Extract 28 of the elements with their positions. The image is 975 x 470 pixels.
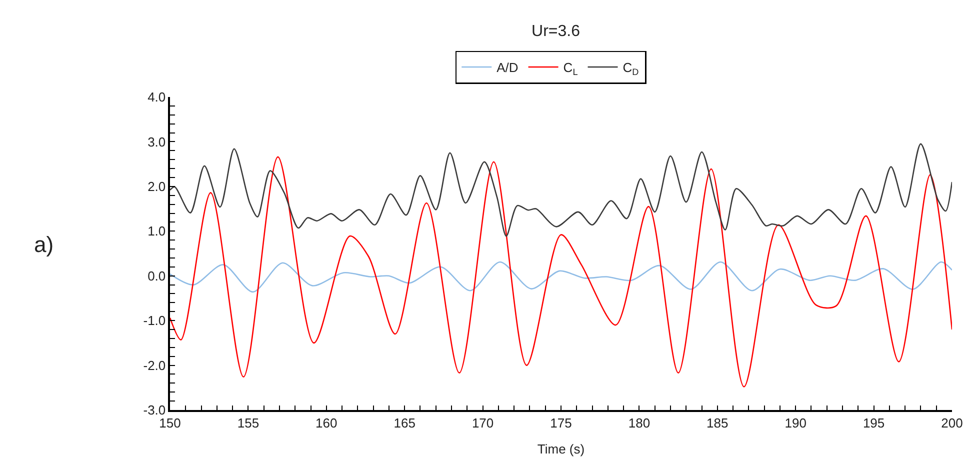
line-series — [170, 261, 952, 293]
x-tick-label: 190 — [784, 415, 806, 430]
legend-label: C$_{L}$ — [563, 60, 578, 77]
x-tick-label: 160 — [316, 415, 338, 430]
x-tick-label: 175 — [550, 415, 572, 430]
x-tick-label: 195 — [862, 415, 885, 430]
x-tick-label: 180 — [628, 415, 650, 430]
y-tick-label: 3.0 — [148, 134, 166, 150]
legend-label: C$_{D}$ — [622, 60, 640, 77]
x-tick-label: 150 — [159, 415, 181, 430]
legend-label: A/D — [496, 60, 518, 76]
y-tick-label: 4.0 — [148, 90, 166, 105]
x-tick-label: 165 — [394, 415, 416, 430]
chart-title: Ur=3.6 — [532, 23, 580, 40]
y-tick-label: 1.0 — [148, 224, 166, 239]
line-series — [170, 143, 952, 237]
y-tick-label: -2.0 — [143, 358, 166, 373]
y-tick-label: 2.0 — [148, 178, 166, 194]
x-tick-label: 170 — [472, 415, 494, 430]
line-series — [170, 156, 952, 388]
x-tick-label: 200 — [941, 415, 963, 430]
y-tick-label: 0.0 — [148, 268, 166, 284]
y-tick-label: -1.0 — [143, 313, 166, 328]
x-tick-label: 155 — [237, 415, 260, 430]
x-axis-title: Time (s) — [537, 441, 585, 456]
text: a) — [34, 232, 54, 257]
y-tick-label: -3.0 — [143, 402, 166, 418]
x-tick-label: 185 — [706, 415, 728, 430]
